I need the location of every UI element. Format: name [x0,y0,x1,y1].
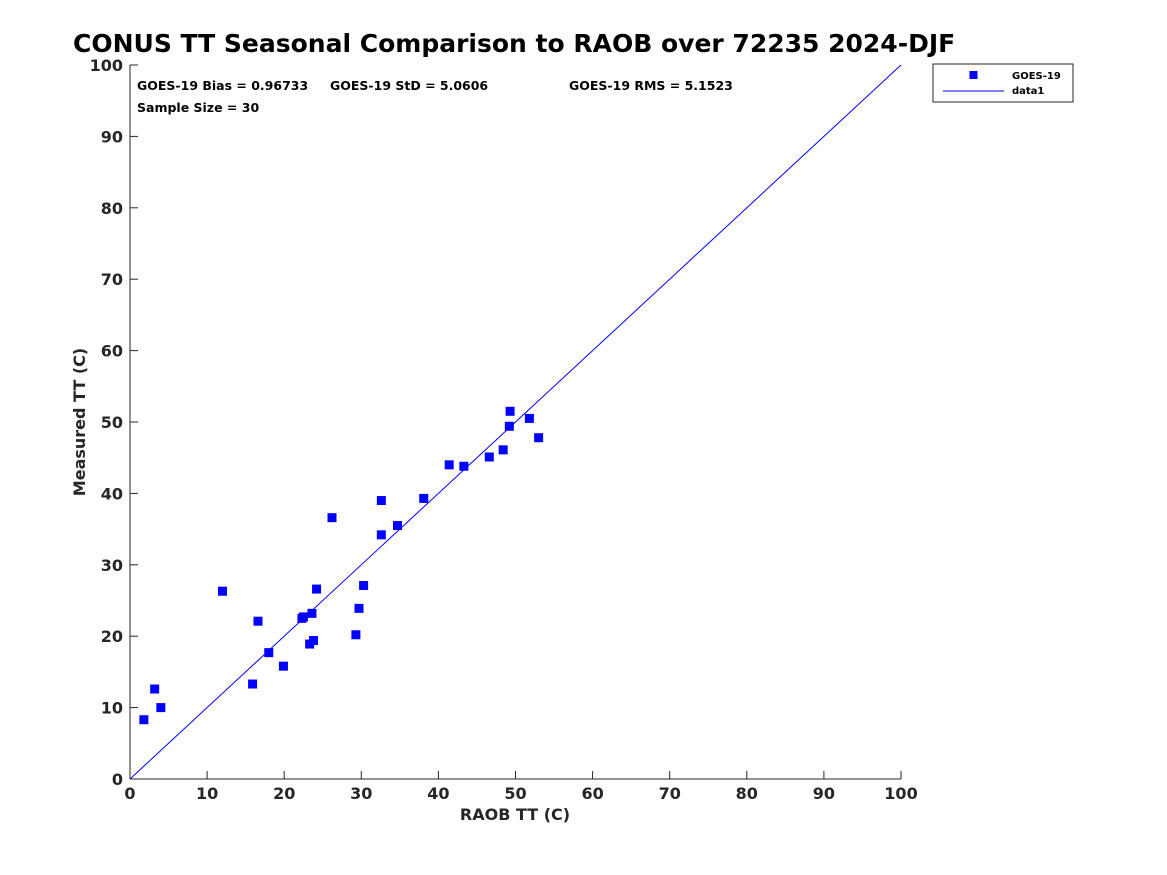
data-point-marker [312,584,322,594]
stat-bias: GOES-19 Bias = 0.96733 [137,78,308,93]
data-point-marker [505,406,515,416]
data-point-marker [150,684,160,694]
y-tick-label: 60 [101,342,123,361]
y-tick-label: 90 [101,127,123,146]
data-point-marker [419,493,429,503]
data-point-marker [248,679,258,689]
stat-sample-size: Sample Size = 30 [137,100,259,115]
data-point-marker [308,635,318,645]
data-point-marker [278,661,288,671]
data-point-marker [298,612,308,622]
data-point-marker [393,521,403,531]
x-ticks: 0 10 20 30 40 50 60 70 80 90 100 [124,771,918,803]
data-point-marker [484,452,494,462]
legend: GOES-19 data1 [932,63,1074,103]
y-tick-label: 50 [101,413,123,432]
legend-label-series-2: data1 [1012,86,1044,97]
data-point-marker [139,715,149,725]
y-tick-label: 0 [112,770,123,789]
data-point-marker [359,581,369,591]
data-point-marker [444,460,454,470]
plot-area: 0 10 20 30 40 50 60 70 80 90 100 0 10 20 30 40 50 60 70 80… [90,56,918,803]
legend-box [932,63,1074,103]
data-point-marker [327,513,337,523]
data-point-marker [307,608,317,618]
data-point-marker [524,413,534,423]
x-tick-label: 80 [736,784,758,803]
data-point-marker [376,496,386,506]
x-tick-label: 60 [581,784,603,803]
x-tick-label: 70 [659,784,681,803]
y-tick-label: 40 [101,484,123,503]
chart-title: CONUS TT Seasonal Comparison to RAOB ove… [73,29,955,58]
x-axis-label: RAOB TT (C) [460,805,570,824]
y-tick-label: 20 [101,627,123,646]
data-point-marker [351,630,361,640]
data-point-marker [498,445,508,455]
x-tick-label: 20 [273,784,295,803]
x-tick-label: 30 [350,784,372,803]
x-tick-label: 10 [196,784,218,803]
data-point-marker [218,586,228,596]
data-point-marker [459,461,469,471]
x-tick-label: 100 [884,784,917,803]
x-tick-label: 50 [504,784,526,803]
y-tick-label: 80 [101,199,123,218]
legend-marker-square-icon [969,71,978,79]
data-point-marker [253,616,263,626]
y-tick-label: 100 [90,56,123,75]
y-tick-label: 30 [101,556,123,575]
stat-rms: GOES-19 RMS = 5.1523 [569,78,733,93]
y-tick-label: 70 [101,270,123,289]
data-point-marker [354,603,364,613]
data-point-marker [264,648,274,658]
series-line-data1 [129,64,902,780]
y-ticks: 0 10 20 30 40 50 60 70 80 90 100 [90,56,138,789]
series-line-group [129,64,902,780]
x-tick-label: 90 [813,784,835,803]
y-tick-label: 10 [101,699,123,718]
legend-label-series-1: GOES-19 [1012,71,1061,82]
data-point-marker [534,433,544,443]
data-point-marker [156,703,166,713]
series-markers-group [139,406,544,725]
x-tick-label: 40 [427,784,449,803]
x-tick-label: 0 [124,784,135,803]
stat-std: GOES-19 StD = 5.0606 [330,78,488,93]
data-point-marker [376,530,386,540]
y-axis-label: Measured TT (C) [70,348,89,496]
data-point-marker [504,421,514,431]
